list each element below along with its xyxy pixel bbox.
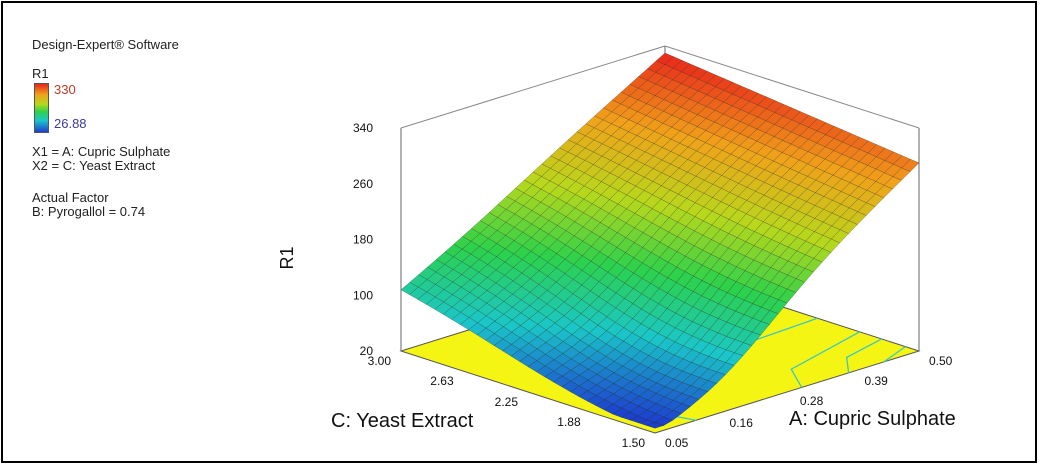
x-tick-label: 0.05 (665, 436, 689, 450)
z-tick-label: 20 (360, 344, 374, 358)
z-tick-label: 260 (353, 177, 373, 191)
tick-labels: 20 100 180 260 340 1.50 1.88 2.25 2.63 3.00 0.05 0.… (353, 121, 953, 450)
z-tick-label: 180 (353, 233, 373, 247)
contour-line (883, 346, 906, 363)
y-tick-label: 1.50 (622, 436, 646, 450)
z-tick-label: 340 (353, 121, 373, 135)
color-scale-bar (34, 83, 49, 133)
top-right-edge (664, 45, 920, 129)
actual-factor-value: B: Pyrogallol = 0.74 (32, 204, 146, 219)
color-scale-min: 26.88 (54, 116, 87, 131)
x-axis-label: A: Cupric Sulphate (789, 408, 956, 430)
actual-factor-title: Actual Factor (32, 190, 109, 205)
factor-x1-label: X1 = A: Cupric Sulphate (32, 144, 171, 159)
surface-cell (645, 422, 665, 429)
z-axis-label: R1 (277, 246, 297, 269)
contour-line (790, 331, 861, 388)
response-label: R1 (32, 66, 49, 81)
x-tick-label: 0.28 (800, 394, 824, 408)
factor-x2-label: X2 = C: Yeast Extract (32, 158, 156, 173)
y-axis-label: C: Yeast Extract (331, 410, 474, 432)
y-tick-label: 1.88 (557, 415, 581, 429)
y-tick-label: 2.63 (430, 374, 454, 388)
x-tick-label: 0.16 (730, 416, 754, 430)
response-surface (400, 52, 920, 429)
y-tick-label: 2.25 (495, 395, 519, 409)
color-scale-max: 330 (54, 82, 76, 97)
x-tick-label: 0.39 (864, 374, 888, 388)
y-tick-label: 3.00 (368, 354, 392, 368)
contour-line (845, 338, 883, 373)
top-back-edge (400, 45, 666, 129)
software-label: Design-Expert® Software (32, 37, 179, 52)
z-tick-label: 100 (353, 288, 373, 302)
x-tick-label: 0.50 (929, 354, 953, 368)
